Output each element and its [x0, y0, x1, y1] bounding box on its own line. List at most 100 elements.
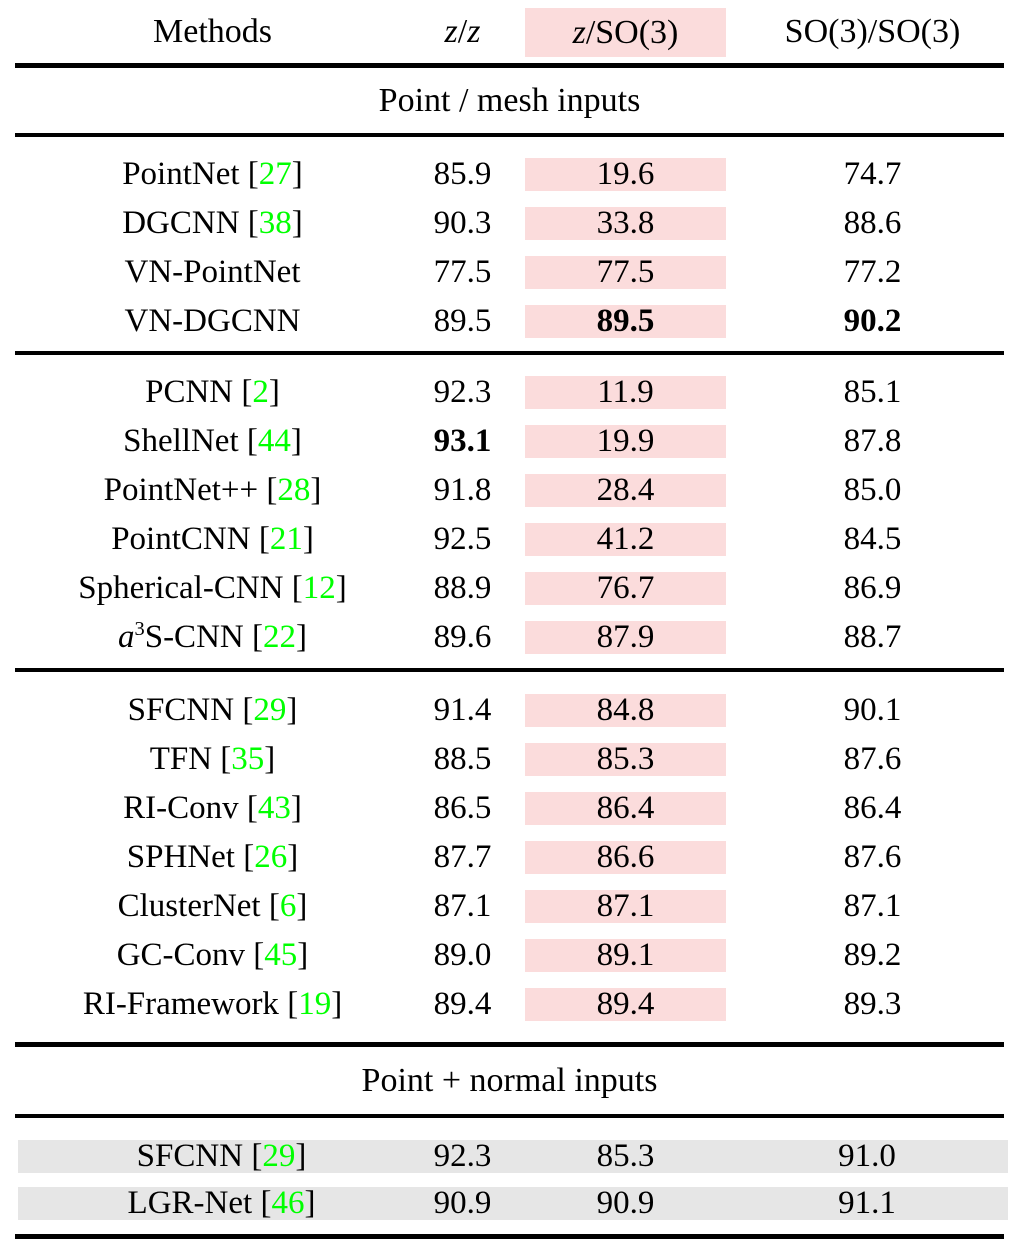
cell-value-z-so3: 89.1 — [500, 939, 726, 972]
citation-bracket-close: ] — [295, 1138, 307, 1174]
citation-bracket-close: ] — [290, 423, 302, 459]
citation-bracket-close: ] — [286, 692, 298, 728]
cell-value-so3-so3: 90.1 — [726, 694, 1019, 727]
cell-value-so3-so3: 90.2 — [726, 305, 1019, 338]
accuracy-value: 90.2 — [843, 303, 902, 339]
slash: / — [457, 12, 468, 50]
method-name: GC-Conv — [117, 937, 245, 973]
cell-value-z-so3: 19.6 — [500, 158, 726, 191]
cell-value-so3-so3: 84.5 — [726, 523, 1019, 556]
citation-link[interactable]: 19 — [298, 986, 332, 1022]
citation-link[interactable]: 6 — [279, 888, 297, 924]
cell-value-z-so3: 87.1 — [500, 890, 726, 923]
method-name-part: LGR-Net — [127, 1185, 253, 1221]
divider-rule — [15, 63, 1004, 68]
row-group: SFCNN [29] 91.4 84.8 90.1 TFN [35] 88.5 85.3 87… — [0, 672, 1019, 1042]
method-name: ClusterNet — [118, 888, 261, 924]
accuracy-value: 91.8 — [433, 472, 492, 508]
method-name-part: PointCNN — [111, 521, 251, 557]
cell-value-so3-so3: 86.9 — [726, 572, 1019, 605]
cell-value-z-z: 88.5 — [425, 743, 500, 776]
cell-value-so3-so3: 88.6 — [726, 207, 1019, 240]
cell-method: SFCNN [29] — [0, 694, 425, 727]
citation-link[interactable]: 29 — [262, 1138, 296, 1174]
citation-bracket-open: [ — [258, 472, 278, 508]
cell-method: VN-PointNet — [0, 256, 425, 289]
cell-value-so3-so3: 87.6 — [726, 743, 1019, 776]
accuracy-value: 19.9 — [596, 423, 655, 459]
accuracy-value: 88.6 — [843, 205, 902, 241]
method-name: SPHNet — [127, 839, 235, 875]
cell-method: SFCNN [29] — [0, 1140, 425, 1173]
accuracy-value: 90.3 — [433, 205, 492, 241]
citation-bracket-open: [ — [283, 570, 303, 606]
citation-bracket-close: ] — [290, 790, 302, 826]
cell-method: VN-DGCNN — [0, 305, 425, 338]
method-name: TFN — [150, 741, 212, 777]
cell-value-z-so3: 77.5 — [500, 256, 726, 289]
citation-link[interactable]: 2 — [252, 374, 269, 410]
cell-value-z-z: 89.0 — [425, 939, 500, 972]
citation-bracket-open: [ — [245, 937, 265, 973]
method-name-part: RI-Conv — [123, 790, 239, 826]
method-name-part: SFCNN — [136, 1138, 244, 1174]
cell-method: PointNet [27] — [0, 158, 425, 191]
accuracy-value: 89.6 — [433, 619, 492, 655]
citation-link[interactable]: 12 — [302, 570, 336, 606]
cell-method: RI-Conv [43] — [0, 792, 425, 825]
citation-link[interactable]: 27 — [258, 156, 292, 192]
accuracy-value: 87.1 — [596, 888, 655, 924]
table-row: ClusterNet [6] 87.1 87.1 87.1 — [0, 882, 1019, 931]
cell-value-so3-so3: 86.4 — [726, 792, 1019, 825]
accuracy-value: 91.1 — [838, 1185, 896, 1221]
table-row: VN-PointNet 77.5 77.5 77.2 — [0, 248, 1019, 297]
table-row: PointNet++ [28] 91.8 28.4 85.0 — [0, 466, 1019, 515]
accuracy-value: 92.3 — [433, 1138, 492, 1174]
citation-bracket-close: ] — [291, 205, 303, 241]
accuracy-value: 86.6 — [596, 839, 655, 875]
method-name: ShellNet — [123, 423, 238, 459]
accuracy-value: 90.9 — [596, 1185, 655, 1221]
cell-value-so3-so3: 89.2 — [726, 939, 1019, 972]
citation-link[interactable]: 43 — [257, 790, 291, 826]
table-row: SFCNN [29] 92.3 85.3 91.0 — [0, 1133, 1019, 1180]
math-z: z — [572, 13, 586, 51]
method-name-part: SPHNet — [126, 839, 235, 875]
section-title-label: Point + normal inputs — [361, 1061, 658, 1099]
citation-link[interactable]: 21 — [269, 521, 303, 557]
citation-link[interactable]: 22 — [263, 619, 296, 655]
section-title: Point + normal inputs — [0, 1047, 1019, 1114]
table-row: PointNet [27] 85.9 19.6 74.7 — [0, 150, 1019, 199]
cell-value-so3-so3: 89.3 — [726, 988, 1019, 1021]
accuracy-value: 89.4 — [433, 986, 492, 1022]
accuracy-value: 28.4 — [596, 472, 655, 508]
citation-link[interactable]: 44 — [257, 423, 291, 459]
accuracy-value: 89.0 — [433, 937, 492, 973]
citation-link[interactable]: 38 — [258, 205, 292, 241]
math-z: z — [467, 12, 481, 50]
citation-link[interactable]: 35 — [231, 741, 265, 777]
accuracy-value: 85.9 — [433, 156, 492, 192]
citation-link[interactable]: 28 — [277, 472, 311, 508]
cell-value-z-so3: 76.7 — [500, 572, 726, 605]
column-header-so3-so3-label: SO(3)/SO(3) — [784, 12, 961, 50]
accuracy-value: 92.5 — [433, 521, 492, 557]
table-row: RI-Conv [43] 86.5 86.4 86.4 — [0, 784, 1019, 833]
cell-method: GC-Conv [45] — [0, 939, 425, 972]
accuracy-value: 85.3 — [596, 741, 655, 777]
accuracy-value: 87.1 — [843, 888, 902, 924]
row-group: SFCNN [29] 92.3 85.3 91.0 LGR-Net [46] 90.9 90… — [0, 1118, 1019, 1234]
table-row: TFN [35] 88.5 85.3 87.6 — [0, 735, 1019, 784]
citation-link[interactable]: 26 — [254, 839, 288, 875]
accuracy-value: 89.1 — [596, 937, 655, 973]
method-name-part: S-CNN — [144, 619, 244, 655]
citation-link[interactable]: 29 — [253, 692, 287, 728]
method-name-part: PCNN — [145, 374, 234, 410]
cell-value-z-z: 92.5 — [425, 523, 500, 556]
citation-link[interactable]: 45 — [264, 937, 298, 973]
cell-value-so3-so3: 91.1 — [726, 1187, 1019, 1220]
citation-link[interactable]: 46 — [271, 1185, 305, 1221]
method-name: PointNet — [122, 156, 239, 192]
method-name-part: RI-Framework — [82, 986, 279, 1022]
accuracy-value: 74.7 — [843, 156, 902, 192]
